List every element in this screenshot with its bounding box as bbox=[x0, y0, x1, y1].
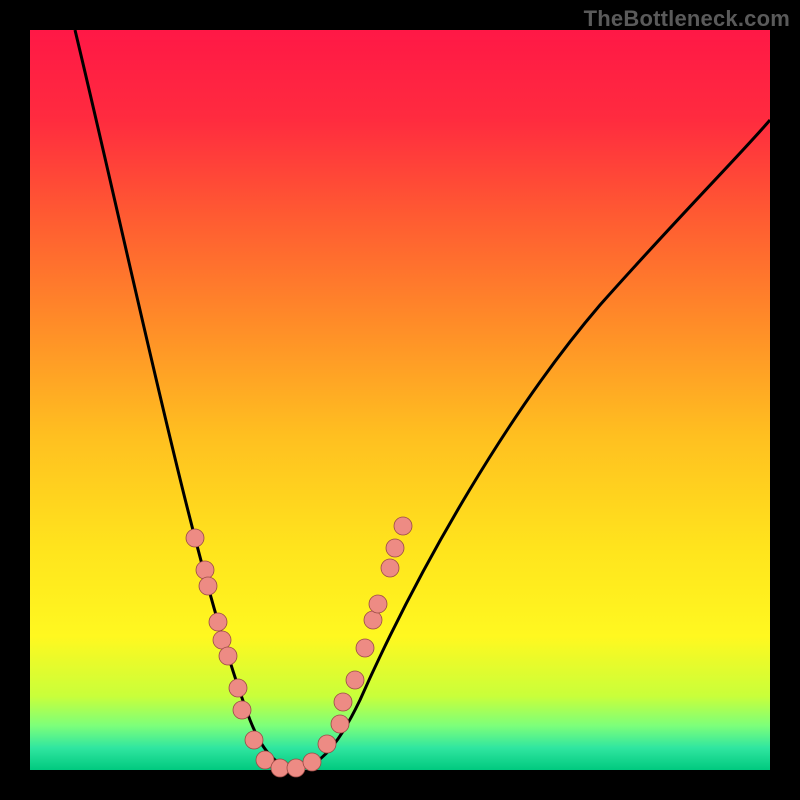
data-marker bbox=[331, 715, 349, 733]
data-marker bbox=[209, 613, 227, 631]
data-marker bbox=[356, 639, 374, 657]
plot-background bbox=[30, 30, 770, 770]
data-marker bbox=[219, 647, 237, 665]
data-marker bbox=[186, 529, 204, 547]
data-marker bbox=[303, 753, 321, 771]
data-marker bbox=[229, 679, 247, 697]
data-marker bbox=[245, 731, 263, 749]
data-marker bbox=[346, 671, 364, 689]
data-marker bbox=[334, 693, 352, 711]
bottleneck-chart bbox=[0, 0, 800, 800]
data-marker bbox=[364, 611, 382, 629]
data-marker bbox=[199, 577, 217, 595]
data-marker bbox=[318, 735, 336, 753]
data-marker bbox=[394, 517, 412, 535]
data-marker bbox=[381, 559, 399, 577]
data-marker bbox=[369, 595, 387, 613]
chart-container: TheBottleneck.com bbox=[0, 0, 800, 800]
data-marker bbox=[233, 701, 251, 719]
data-marker bbox=[196, 561, 214, 579]
data-marker bbox=[213, 631, 231, 649]
watermark-text: TheBottleneck.com bbox=[584, 6, 790, 32]
data-marker bbox=[271, 759, 289, 777]
data-marker bbox=[287, 759, 305, 777]
data-marker bbox=[386, 539, 404, 557]
